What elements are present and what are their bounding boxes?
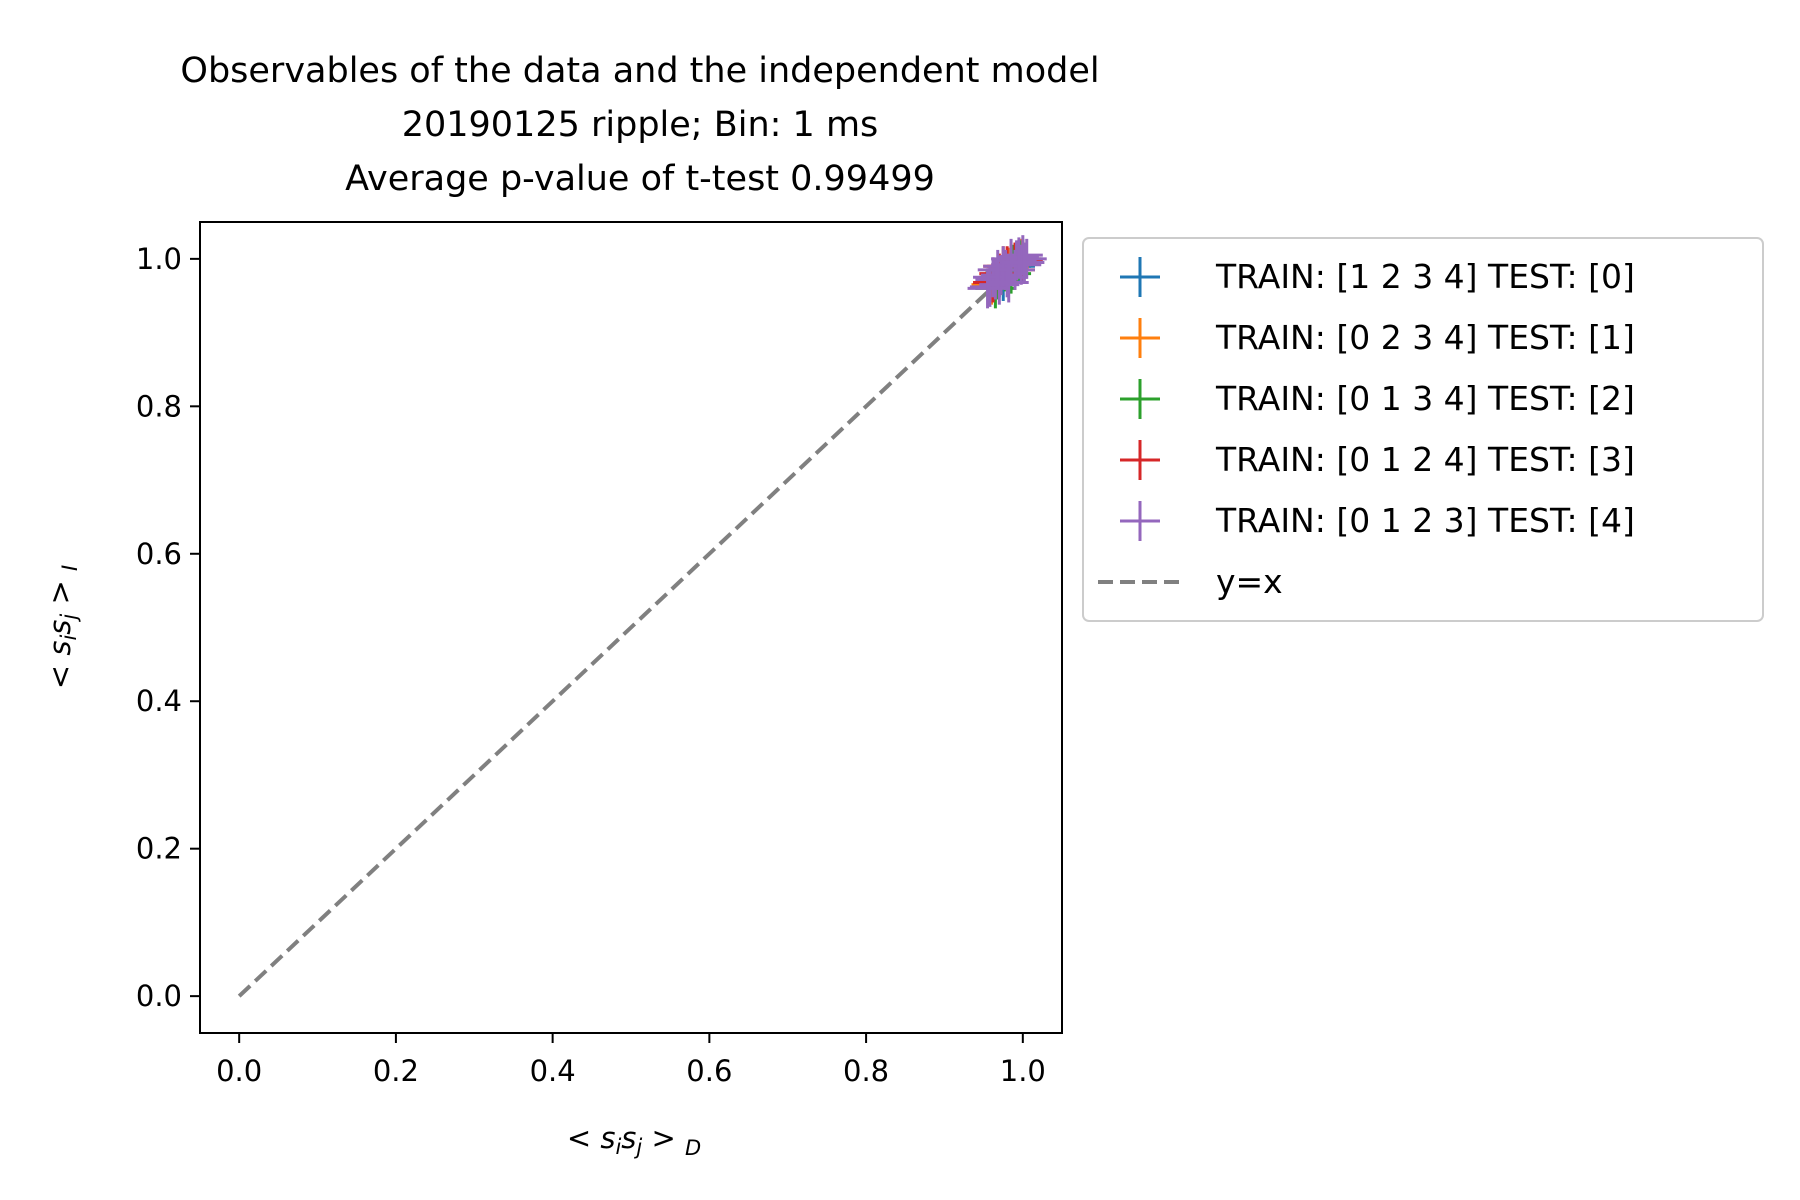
legend: TRAIN: [1 2 3 4] TEST: [0] TRAIN: [0 2 3 … (1082, 237, 1764, 622)
legend-label: TRAIN: [0 1 2 4] TEST: [3] (1215, 440, 1635, 479)
series-points (967, 235, 1047, 309)
data-point (988, 262, 1029, 303)
x-tick-label: 0.8 (843, 1054, 889, 1088)
axes: 0.0 0.2 0.4 0.6 0.8 1.0 0.0 0.2 0.4 0.6 0.8 1.0 (136, 242, 1046, 1088)
reference-line-y-equals-x (237, 257, 1025, 998)
legend-label: TRAIN: [1 2 3 4] TEST: [0] (1215, 257, 1635, 296)
x-axis-label: < sisj > D (567, 1121, 701, 1160)
legend-frame (1082, 237, 1764, 622)
y-tick-label: 0.4 (136, 684, 182, 718)
y-tick-label: 0.8 (136, 389, 182, 423)
x-tick-label: 0.0 (216, 1054, 262, 1088)
data-point (998, 237, 1039, 278)
legend-marker (1120, 501, 1160, 541)
y-axis-label: < sisj > I (43, 565, 82, 689)
x-tick-label: 0.6 (686, 1054, 732, 1088)
legend-label: TRAIN: [0 1 3 4] TEST: [2] (1215, 379, 1635, 418)
legend-label: y=x (1216, 562, 1283, 601)
svg-text:< sisj > D: < sisj > D (567, 1121, 701, 1160)
plot-area (237, 235, 1047, 998)
legend-marker (1120, 318, 1160, 358)
data-point (1004, 242, 1045, 283)
title-line-pvalue: Average p-value of t-test 0.99499 (345, 159, 935, 199)
axes-frame (199, 221, 1063, 1034)
legend-label: TRAIN: [0 1 2 3] TEST: [4] (1215, 501, 1635, 540)
title-line-dataset: 20190125 ripple; Bin: 1 ms (402, 105, 879, 145)
y-tick-label: 1.0 (136, 242, 182, 276)
title-line-main: Observables of the data and the independ… (180, 51, 1099, 91)
svg-text:< sisj > I: < sisj > I (43, 565, 82, 689)
data-point (983, 246, 1024, 287)
y-tick-label: 0.0 (136, 979, 182, 1013)
legend-marker (1120, 257, 1160, 297)
x-tick-label: 0.2 (373, 1054, 419, 1088)
y-tick-label: 0.6 (136, 537, 182, 571)
legend-marker (1120, 379, 1160, 419)
x-tick-label: 0.4 (530, 1054, 576, 1088)
legend-marker (1120, 440, 1160, 480)
x-tick-label: 1.0 (1000, 1054, 1046, 1088)
legend-label: TRAIN: [0 2 3 4] TEST: [1] (1215, 318, 1635, 357)
chart-title: Observables of the data and the independ… (180, 51, 1099, 199)
y-tick-label: 0.2 (136, 832, 182, 866)
data-point (967, 268, 1008, 309)
